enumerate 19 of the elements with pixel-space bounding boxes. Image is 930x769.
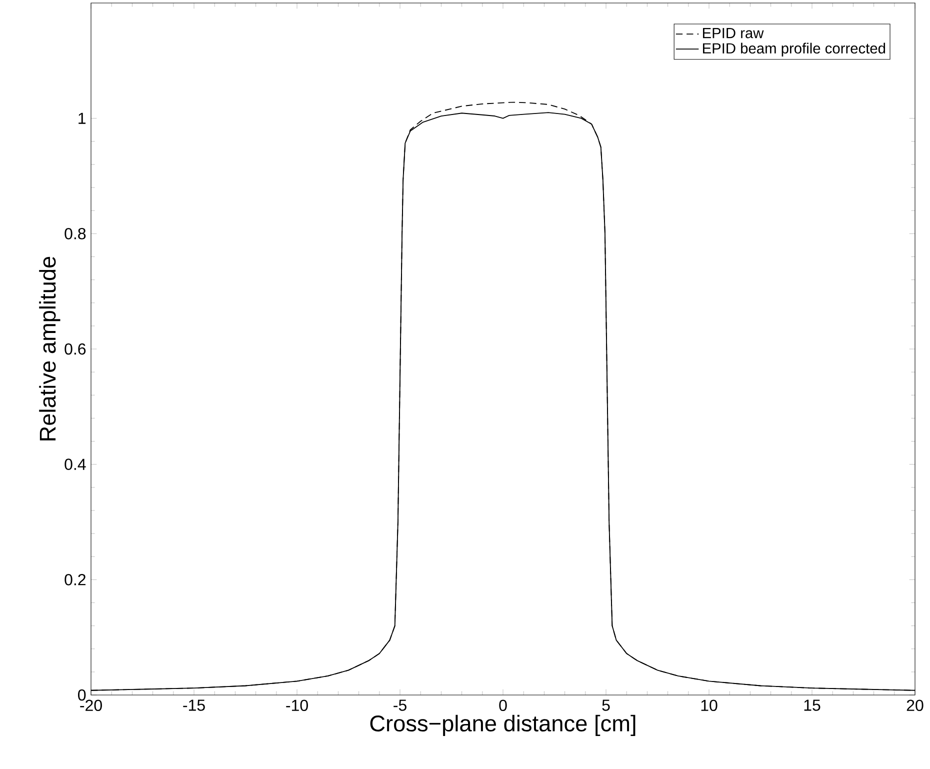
legend-label: EPID beam profile corrected: [703, 42, 886, 56]
x-tick-label: -10: [286, 700, 308, 712]
y-tick-label: 0.2: [64, 574, 86, 586]
x-tick-label: -15: [183, 700, 205, 711]
x-tick-label: 20: [906, 700, 924, 712]
x-tick-label: 5: [602, 700, 610, 711]
y-tick-label: 0.8: [64, 228, 86, 240]
y-tick-label: 1: [78, 112, 86, 124]
y-tick-label: 0.4: [64, 458, 86, 470]
legend-label: EPID raw: [703, 28, 764, 38]
x-tick-label: 15: [804, 700, 820, 711]
x-tick-label: 0: [499, 700, 507, 712]
x-tick-label: 10: [701, 700, 718, 712]
y-tick-label: 0.6: [64, 343, 86, 355]
x-tick-label: -5: [394, 700, 406, 711]
y-tick-label: 0: [78, 689, 86, 701]
x-axis-title: Cross−plane distance [cm]: [370, 714, 636, 736]
x-tick-label: -20: [80, 700, 102, 712]
y-axis-title: Relative amplitude: [39, 256, 60, 440]
